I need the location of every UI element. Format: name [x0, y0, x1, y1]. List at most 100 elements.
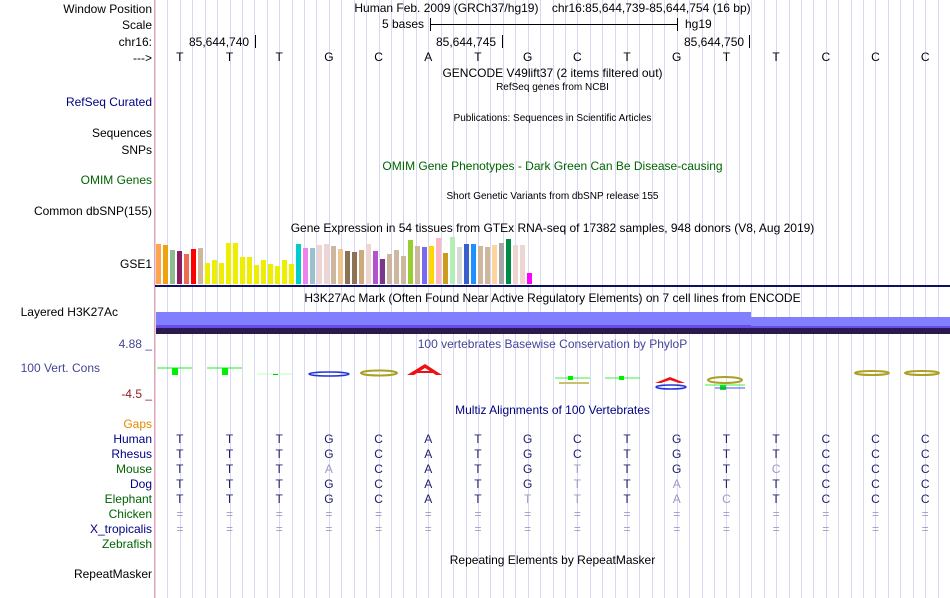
gtex-tissue-bar[interactable]: [527, 273, 532, 284]
label-100-vert-cons[interactable]: 100 Vert. Cons: [20, 361, 100, 375]
alignment-base: C: [920, 492, 930, 506]
gtex-tissue-bar[interactable]: [296, 244, 301, 284]
alignment-base: T: [225, 447, 234, 461]
h3k27ac-signal-b[interactable]: [751, 317, 950, 326]
grid-line: [813, 0, 814, 598]
omim-title[interactable]: OMIM Gene Phenotypes - Dark Green Can Be…: [382, 159, 723, 173]
label-common-dbsnp[interactable]: Common dbSNP(155): [33, 204, 152, 218]
publications-title[interactable]: Publications: Sequences in Scientific Ar…: [453, 113, 652, 124]
h3k27ac-title[interactable]: H3K27Ac Mark (Often Found Near Active Re…: [304, 291, 801, 305]
label-sequences[interactable]: Sequences: [91, 126, 152, 140]
gtex-tissue-bar[interactable]: [401, 256, 406, 284]
phylop-title[interactable]: 100 vertebrates Basewise Conservation by…: [417, 337, 688, 351]
gtex-tissue-bar[interactable]: [324, 244, 329, 284]
alignment-base: T: [176, 432, 184, 446]
gtex-tissue-bar[interactable]: [478, 246, 483, 284]
gtex-tissue-bar[interactable]: [366, 244, 371, 284]
gtex-bar-chart[interactable]: [156, 236, 536, 284]
gtex-tissue-bar[interactable]: [485, 247, 490, 284]
gtex-tissue-bar[interactable]: [303, 248, 308, 284]
gtex-tissue-bar[interactable]: [212, 260, 217, 284]
gtex-tissue-bar[interactable]: [443, 253, 448, 284]
label-repeatmasker[interactable]: RepeatMasker: [73, 567, 152, 581]
gtex-tissue-bar[interactable]: [429, 246, 434, 284]
gtex-tissue-bar[interactable]: [422, 247, 427, 284]
gtex-tissue-bar[interactable]: [163, 245, 168, 284]
gtex-tissue-bar[interactable]: [205, 263, 210, 284]
gtex-tissue-bar[interactable]: [520, 245, 525, 284]
label-strand[interactable]: --->: [133, 51, 152, 65]
gtex-tissue-bar[interactable]: [457, 247, 462, 284]
grid-line: [776, 0, 777, 598]
label-gaps[interactable]: Gaps: [123, 417, 152, 431]
gtex-tissue-bar[interactable]: [198, 248, 203, 284]
gtex-tissue-bar[interactable]: [191, 249, 196, 284]
gtex-tissue-bar[interactable]: [331, 246, 336, 284]
gtex-tissue-bar[interactable]: [450, 237, 455, 284]
gtex-tissue-bar[interactable]: [184, 254, 189, 284]
gtex-tissue-bar[interactable]: [282, 260, 287, 284]
gtex-tissue-bar[interactable]: [170, 250, 175, 284]
species-label-dog[interactable]: Dog: [129, 477, 152, 491]
gtex-tissue-bar[interactable]: [394, 250, 399, 284]
gtex-tissue-bar[interactable]: [156, 244, 161, 284]
gtex-tissue-bar[interactable]: [380, 259, 385, 284]
alignment-base: G: [672, 447, 682, 461]
gtex-tissue-bar[interactable]: [408, 240, 413, 284]
grid-line: [664, 0, 665, 598]
gtex-tissue-bar[interactable]: [373, 251, 378, 284]
gtex-tissue-bar[interactable]: [254, 265, 259, 284]
gtex-tissue-bar[interactable]: [506, 239, 511, 284]
gencode-title[interactable]: GENCODE V49lift37 (2 items filtered out): [442, 66, 663, 80]
gtex-tissue-bar[interactable]: [415, 246, 420, 284]
gtex-tissue-bar[interactable]: [289, 264, 294, 284]
gtex-tissue-bar[interactable]: [268, 264, 273, 284]
grid-line: [863, 0, 864, 598]
gtex-tissue-bar[interactable]: [177, 251, 182, 284]
gtex-tissue-bar[interactable]: [247, 257, 252, 284]
label-omim-genes[interactable]: OMIM Genes: [80, 173, 152, 187]
grid-line: [366, 0, 367, 598]
gtex-tissue-bar[interactable]: [499, 243, 504, 284]
gtex-tissue-bar[interactable]: [338, 249, 343, 284]
species-label-human[interactable]: Human: [113, 432, 152, 446]
refseq-title[interactable]: RefSeq genes from NCBI: [496, 82, 609, 93]
h3k27ac-signal-b-layer: [751, 326, 950, 329]
gtex-tissue-bar[interactable]: [310, 248, 315, 284]
species-label-rhesus[interactable]: Rhesus: [111, 447, 152, 461]
dbsnp-title[interactable]: Short Genetic Variants from dbSNP releas…: [446, 191, 659, 202]
species-label-mouse[interactable]: Mouse: [115, 462, 152, 476]
label-gse1[interactable]: GSE1: [119, 257, 152, 271]
repeatmasker-title[interactable]: Repeating Elements by RepeatMasker: [449, 553, 656, 567]
gtex-tissue-bar[interactable]: [359, 250, 364, 284]
gtex-title[interactable]: Gene Expression in 54 tissues from GTEx …: [290, 221, 815, 235]
grid-line: [490, 0, 491, 598]
label-layered-h3k27ac[interactable]: Layered H3K27Ac: [20, 305, 118, 319]
gtex-tissue-bar[interactable]: [352, 252, 357, 284]
gtex-tissue-bar[interactable]: [219, 263, 224, 284]
label-snps[interactable]: SNPs: [121, 143, 152, 157]
species-label-elephant[interactable]: Elephant: [104, 492, 152, 506]
h3k27ac-signal-a[interactable]: [156, 312, 751, 325]
gtex-tissue-bar[interactable]: [226, 243, 231, 284]
gtex-tissue-bar[interactable]: [261, 260, 266, 284]
phylop-logo[interactable]: [155, 355, 950, 395]
gtex-tissue-bar[interactable]: [436, 238, 441, 284]
gtex-tissue-bar[interactable]: [492, 245, 497, 284]
species-label-zebrafish[interactable]: Zebrafish: [101, 537, 152, 551]
phylop-bar-4: [555, 376, 590, 384]
gtex-tissue-bar[interactable]: [513, 245, 518, 284]
gtex-tissue-bar[interactable]: [471, 244, 476, 284]
gtex-tissue-bar[interactable]: [317, 245, 322, 284]
gtex-tissue-bar[interactable]: [464, 244, 469, 284]
base-letter: C: [821, 50, 831, 64]
multiz-title[interactable]: Multiz Alignments of 100 Vertebrates: [455, 403, 650, 417]
gtex-tissue-bar[interactable]: [233, 243, 238, 284]
species-label-x_tropicalis[interactable]: X_tropicalis: [89, 522, 152, 536]
gtex-tissue-bar[interactable]: [345, 251, 350, 284]
gtex-tissue-bar[interactable]: [240, 257, 245, 284]
gtex-tissue-bar[interactable]: [387, 254, 392, 284]
label-refseq-curated[interactable]: RefSeq Curated: [65, 95, 152, 109]
gtex-tissue-bar[interactable]: [275, 266, 280, 284]
species-label-chicken[interactable]: Chicken: [108, 507, 152, 521]
